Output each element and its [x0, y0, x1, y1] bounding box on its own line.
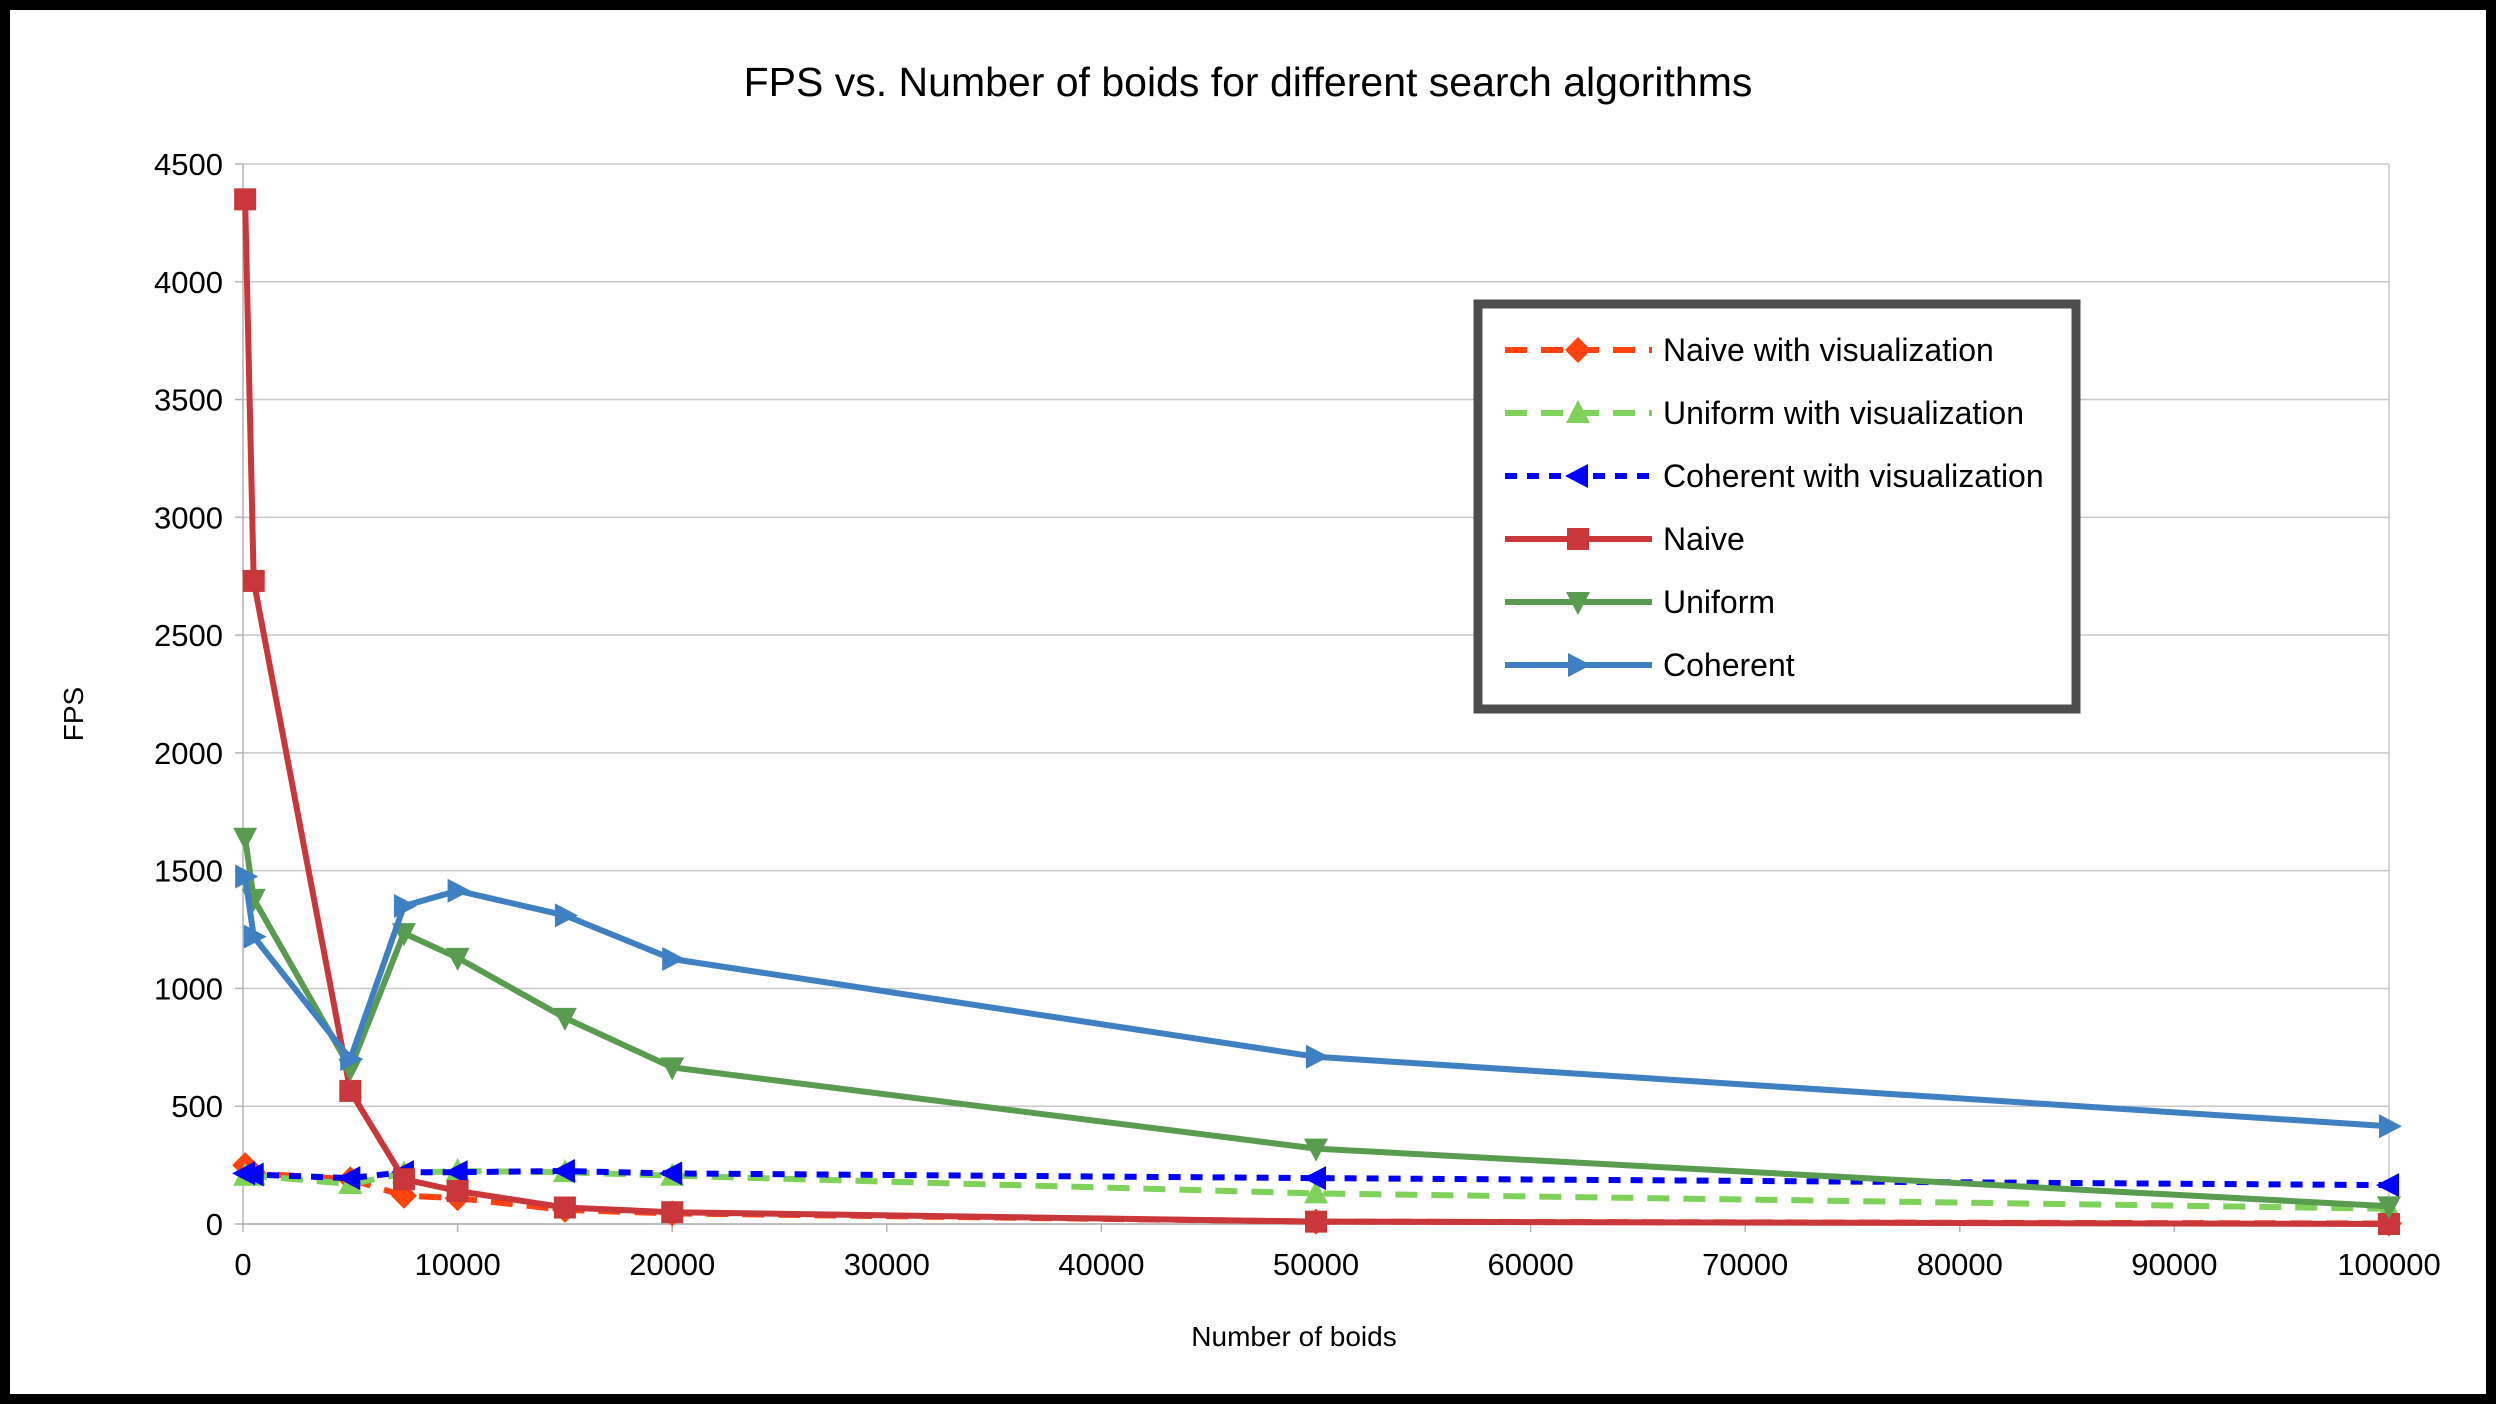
- data-point: [554, 903, 578, 928]
- data-point: [234, 188, 257, 211]
- data-point: [447, 878, 471, 903]
- y-tick-label: 2000: [154, 736, 223, 771]
- legend-marker: [1568, 653, 1591, 677]
- data-point: [659, 1161, 683, 1186]
- y-tick-labels: 0 500 1000 1500 2000 2500 3000 3500 4000 4500: [154, 147, 223, 1242]
- legend-label: Coherent: [1663, 647, 1795, 683]
- legend-marker: [1567, 528, 1589, 550]
- legend-item: Coherent: [1505, 647, 1795, 683]
- x-tick-label: 10000: [414, 1247, 500, 1282]
- y-tick-label: 4000: [154, 265, 223, 300]
- data-point: [2379, 1114, 2402, 1139]
- x-tick-label: 20000: [629, 1247, 715, 1282]
- legend: Naive with visualization Uniform with vis…: [1473, 299, 2081, 714]
- data-point: [242, 569, 265, 592]
- x-tick-label: 70000: [1702, 1247, 1788, 1282]
- data-point: [1306, 1044, 1329, 1069]
- data-point: [240, 1162, 264, 1187]
- data-point: [552, 1007, 577, 1031]
- y-tick-label: 1000: [154, 971, 223, 1006]
- x-tick-label: 50000: [1273, 1247, 1359, 1282]
- y-tick-label: 2500: [154, 618, 223, 653]
- legend-label: Naive: [1663, 521, 1745, 557]
- data-point: [233, 827, 258, 851]
- data-point: [445, 947, 470, 971]
- data-point: [446, 1180, 469, 1203]
- x-tick-label: 0: [234, 1247, 251, 1282]
- data-point: [1303, 1166, 1326, 1191]
- legend-item: Uniform with visualization: [1505, 395, 2024, 431]
- y-tick-label: 0: [206, 1207, 223, 1242]
- x-tick-label: 80000: [1917, 1247, 2003, 1282]
- x-axis-label: Number of boids: [1191, 1321, 1396, 1352]
- legend-label: Uniform: [1663, 584, 1775, 620]
- data-point: [339, 1079, 362, 1102]
- y-axis-label: FPS: [58, 687, 89, 741]
- legend-marker: [1565, 337, 1591, 363]
- legend-item: Naive with visualization: [1505, 332, 1994, 368]
- data-point: [2378, 1213, 2400, 1235]
- data-point: [1305, 1210, 1327, 1233]
- legend-label: Naive with visualization: [1663, 332, 1994, 368]
- legend-marker: [1566, 400, 1590, 423]
- series-line: [245, 1168, 2390, 1212]
- data-point: [2377, 1196, 2401, 1220]
- data-point: [1304, 1180, 1328, 1204]
- data-point: [661, 1201, 684, 1224]
- series-2: [232, 1159, 2399, 1198]
- legend-item: Coherent with visualization: [1505, 458, 2044, 494]
- series-3: [234, 188, 2400, 1235]
- y-tick-label: 1500: [154, 854, 223, 889]
- data-point: [444, 1160, 468, 1185]
- chart-title: FPS vs. Number of boids for different se…: [744, 59, 1753, 105]
- x-tick-label: 90000: [2131, 1247, 2217, 1282]
- y-tick-label: 3000: [154, 500, 223, 535]
- data-point: [340, 1047, 364, 1072]
- data-point: [2376, 1173, 2399, 1198]
- legend-label: Uniform with visualization: [1663, 395, 2024, 431]
- x-tick-label: 100000: [2337, 1247, 2440, 1282]
- legend-item: Uniform: [1505, 584, 1775, 620]
- legend-marker: [1566, 592, 1590, 615]
- data-point: [662, 947, 686, 971]
- data-point: [392, 1168, 415, 1191]
- legend-marker: [1565, 464, 1588, 488]
- legend-item: Naive: [1505, 521, 1745, 557]
- x-tick-labels: 0 10000 20000 30000 40000 50000 60000 70000 8000…: [234, 1224, 2441, 1282]
- legend-box: [1473, 299, 2081, 714]
- data-point: [393, 894, 417, 918]
- x-tick-label: 30000: [844, 1247, 930, 1282]
- y-tick-label: 3500: [154, 383, 223, 418]
- y-tick-label: 4500: [154, 147, 223, 182]
- data-point: [1304, 1138, 1328, 1162]
- data-point: [243, 924, 267, 949]
- series-group: [232, 188, 2402, 1237]
- data-point: [235, 864, 259, 889]
- legend-label: Coherent with visualization: [1663, 458, 2044, 494]
- y-tick-label: 500: [171, 1089, 223, 1124]
- data-point: [660, 1057, 685, 1081]
- series-4: [233, 827, 2401, 1220]
- data-point: [553, 1196, 576, 1219]
- data-point: [551, 1159, 575, 1183]
- series-5: [235, 864, 2402, 1139]
- data-point: [337, 1166, 361, 1191]
- x-tick-label: 40000: [1058, 1247, 1144, 1282]
- x-tick-label: 60000: [1487, 1247, 1573, 1282]
